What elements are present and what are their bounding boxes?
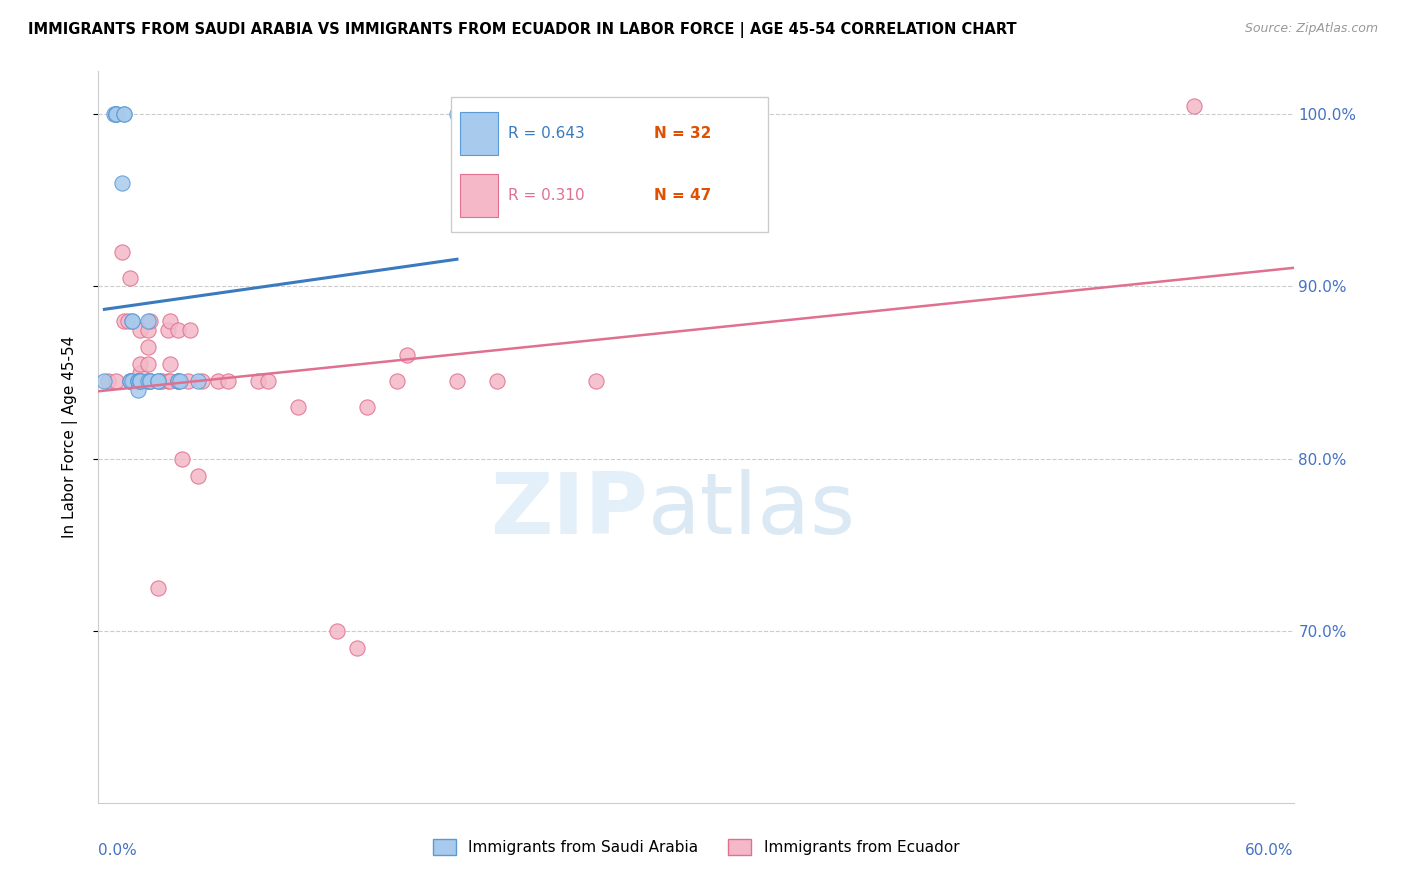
Point — [136, 314, 159, 328]
Point — [129, 374, 152, 388]
Point — [167, 374, 190, 388]
Point — [159, 357, 181, 371]
Point — [129, 357, 152, 371]
Point — [346, 640, 368, 655]
Point — [136, 322, 159, 336]
Point — [97, 374, 120, 388]
Point — [157, 322, 180, 336]
Point — [93, 374, 115, 388]
Point — [120, 374, 142, 388]
Point — [129, 366, 152, 380]
Point — [148, 374, 170, 388]
Point — [121, 314, 143, 328]
Point — [117, 314, 139, 328]
Point — [157, 374, 180, 388]
Point — [112, 107, 135, 121]
Point — [167, 374, 190, 388]
Point — [148, 374, 170, 388]
Text: Source: ZipAtlas.com: Source: ZipAtlas.com — [1244, 22, 1378, 36]
Point — [105, 107, 128, 121]
Point — [169, 374, 191, 388]
Point — [172, 451, 194, 466]
Point — [191, 374, 214, 388]
Text: 0.0%: 0.0% — [98, 843, 138, 858]
Point — [129, 374, 152, 388]
Point — [385, 374, 409, 388]
Point — [246, 374, 269, 388]
Point — [159, 374, 181, 388]
Point — [217, 374, 239, 388]
Point — [105, 374, 128, 388]
Point — [120, 374, 142, 388]
Point — [187, 374, 209, 388]
Point — [149, 374, 172, 388]
Point — [136, 374, 159, 388]
Point — [127, 374, 149, 388]
Point — [287, 400, 309, 414]
Point — [177, 374, 200, 388]
Text: IMMIGRANTS FROM SAUDI ARABIA VS IMMIGRANTS FROM ECUADOR IN LABOR FORCE | AGE 45-: IMMIGRANTS FROM SAUDI ARABIA VS IMMIGRAN… — [28, 22, 1017, 38]
Point — [112, 314, 135, 328]
Point — [121, 374, 143, 388]
Point — [485, 374, 508, 388]
Point — [356, 400, 378, 414]
Point — [127, 374, 149, 388]
Point — [111, 245, 134, 260]
Point — [446, 107, 468, 121]
Point — [150, 374, 173, 388]
Point — [136, 340, 159, 354]
Point — [139, 374, 162, 388]
Point — [136, 357, 159, 371]
Point — [105, 107, 128, 121]
Point — [120, 374, 142, 388]
Point — [159, 314, 181, 328]
Point — [256, 374, 278, 388]
Point — [446, 374, 468, 388]
Point — [396, 348, 419, 362]
Point — [326, 624, 349, 638]
Point — [120, 271, 142, 285]
Point — [585, 374, 607, 388]
Point — [103, 107, 125, 121]
Point — [111, 176, 134, 190]
Point — [129, 374, 152, 388]
Legend: Immigrants from Saudi Arabia, Immigrants from Ecuador: Immigrants from Saudi Arabia, Immigrants… — [426, 833, 966, 861]
Point — [127, 374, 149, 388]
Point — [139, 374, 162, 388]
Point — [121, 314, 143, 328]
Point — [148, 581, 170, 595]
Y-axis label: In Labor Force | Age 45-54: In Labor Force | Age 45-54 — [62, 336, 77, 538]
Point — [187, 468, 209, 483]
Point — [167, 322, 190, 336]
Point — [105, 107, 128, 121]
Text: atlas: atlas — [648, 468, 856, 552]
Point — [129, 374, 152, 388]
Point — [167, 374, 190, 388]
Point — [127, 374, 149, 388]
Text: 60.0%: 60.0% — [1246, 843, 1294, 858]
Point — [139, 374, 162, 388]
Point — [105, 107, 128, 121]
Point — [136, 374, 159, 388]
Point — [129, 322, 152, 336]
Point — [112, 107, 135, 121]
Point — [139, 314, 162, 328]
Point — [127, 383, 149, 397]
Point — [179, 322, 201, 336]
Point — [207, 374, 229, 388]
Text: ZIP: ZIP — [491, 468, 648, 552]
Point — [1182, 99, 1205, 113]
